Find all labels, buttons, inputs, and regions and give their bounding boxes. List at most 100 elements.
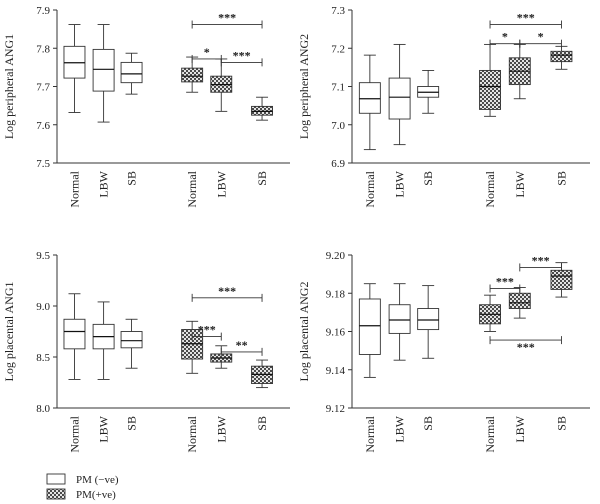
significance-bracket: *** xyxy=(489,11,562,29)
legend-label-pm-negative: PM (−ve) xyxy=(76,474,119,486)
box-0 xyxy=(63,293,86,380)
y-axis-label: Log placental ANG1 xyxy=(2,282,16,382)
box-iqr xyxy=(479,69,501,110)
x-category-label: LBW xyxy=(214,170,228,197)
y-tick-label: 7.7 xyxy=(36,82,50,94)
x-category-label: SB xyxy=(421,416,435,431)
box-iqr xyxy=(92,48,115,92)
box-1 xyxy=(92,24,115,123)
x-category-label: LBW xyxy=(393,170,407,197)
x-category-label: Normal xyxy=(483,415,497,452)
y-tick-label: 9.14 xyxy=(326,365,346,377)
y-tick-label: 7.9 xyxy=(36,5,50,17)
box-iqr xyxy=(63,318,86,350)
y-tick-label: 9.20 xyxy=(326,250,346,262)
significance-label: ** xyxy=(236,338,248,352)
x-category-label: Normal xyxy=(363,170,377,207)
x-category-label: LBW xyxy=(97,415,111,442)
significance-label: * xyxy=(538,30,544,44)
y-tick-label: 7.3 xyxy=(331,5,345,17)
box-1 xyxy=(92,301,115,380)
box-iqr xyxy=(550,269,573,290)
y-tick-label: 8.0 xyxy=(36,403,50,415)
box-3 xyxy=(479,43,501,117)
box-4 xyxy=(210,58,233,112)
box-1 xyxy=(388,283,411,361)
significance-bracket: *** xyxy=(191,284,263,302)
y-tick-label: 9.5 xyxy=(36,250,50,262)
x-category-label: SB xyxy=(255,416,269,431)
box-0 xyxy=(358,54,381,151)
x-category-label: SB xyxy=(554,171,568,186)
significance-bracket: *** xyxy=(519,253,562,272)
x-category-label: SB xyxy=(125,171,139,186)
box-5 xyxy=(550,45,573,70)
x-category-label: LBW xyxy=(513,415,527,442)
panel-placental-ang1: 8.0 8.5 9.0 9.5 Log placental ANG1 Normal LBW S… xyxy=(2,250,290,453)
significance-label: *** xyxy=(496,274,514,288)
y-tick-label: 7.5 xyxy=(36,158,50,170)
significance-label: * xyxy=(502,30,508,44)
box-iqr xyxy=(181,67,204,83)
y-tick-label: 9.16 xyxy=(326,327,346,339)
significance-label: *** xyxy=(218,284,236,298)
significance-bracket: *** xyxy=(489,336,562,354)
box-5 xyxy=(251,359,273,389)
y-tick-label: 7.1 xyxy=(331,82,345,94)
significance-label: *** xyxy=(233,48,251,62)
significance-bracket: *** xyxy=(191,11,263,29)
box-5 xyxy=(550,262,573,298)
legend-label-pm-positive: PM(+ve) xyxy=(76,489,116,501)
box-iqr xyxy=(388,304,411,334)
x-category-label: SB xyxy=(255,171,269,186)
y-tick-label: 9.0 xyxy=(36,301,50,313)
significance-bracket: * xyxy=(191,45,222,63)
box-iqr xyxy=(508,292,531,310)
y-axis-label: Log peripheral ANG2 xyxy=(297,34,311,139)
box-iqr xyxy=(358,82,381,114)
x-category-label: Normal xyxy=(185,170,199,207)
box-4 xyxy=(508,287,531,319)
significance-bracket: *** xyxy=(220,48,263,67)
significance-label: *** xyxy=(517,340,535,354)
x-category-label: Normal xyxy=(67,170,81,207)
y-tick-label: 8.5 xyxy=(36,352,50,364)
box-5 xyxy=(251,96,273,121)
panel-peripheral-ang1: 7.5 7.6 7.7 7.8 7.9 Log peripheral ANG1 Normal… xyxy=(2,5,290,208)
y-tick-label: 7.2 xyxy=(331,43,345,55)
box-0 xyxy=(63,24,86,113)
y-tick-label: 7.6 xyxy=(36,120,50,132)
y-tick-label: 9.12 xyxy=(326,403,345,415)
box-iqr xyxy=(550,50,573,63)
box-4 xyxy=(210,345,233,369)
x-category-label: Normal xyxy=(67,415,81,452)
y-tick-label: 9.18 xyxy=(326,288,346,300)
box-iqr xyxy=(358,298,381,355)
panel-placental-ang2: 9.12 9.14 9.16 9.18 9.20 Log placental ANG2 No… xyxy=(297,250,590,453)
legend-swatch-pm-positive xyxy=(46,488,66,500)
legend: PM (−ve) PM(+ve) xyxy=(46,473,119,501)
panel-peripheral-ang2: 6.9 7.0 7.1 7.2 7.3 Log peripheral ANG2 Normal… xyxy=(297,5,590,208)
x-category-label: SB xyxy=(554,416,568,431)
significance-label: *** xyxy=(198,323,216,337)
y-axis-label: Log peripheral ANG1 xyxy=(2,34,16,139)
box-0 xyxy=(358,283,381,378)
x-category-label: SB xyxy=(125,416,139,431)
significance-bracket: *** xyxy=(489,274,521,293)
x-category-label: SB xyxy=(421,171,435,186)
significance-label: *** xyxy=(218,11,236,25)
x-category-label: Normal xyxy=(185,415,199,452)
significance-label: *** xyxy=(517,11,535,25)
box-2 xyxy=(417,285,440,359)
box-iqr xyxy=(120,61,143,84)
y-tick-label: 6.9 xyxy=(331,158,345,170)
significance-bracket: ** xyxy=(220,338,263,356)
box-2 xyxy=(120,52,143,95)
box-iqr xyxy=(388,77,411,120)
x-category-label: LBW xyxy=(393,415,407,442)
x-category-label: LBW xyxy=(214,415,228,442)
box-1 xyxy=(388,43,411,146)
box-2 xyxy=(417,69,440,114)
box-4 xyxy=(508,43,531,100)
